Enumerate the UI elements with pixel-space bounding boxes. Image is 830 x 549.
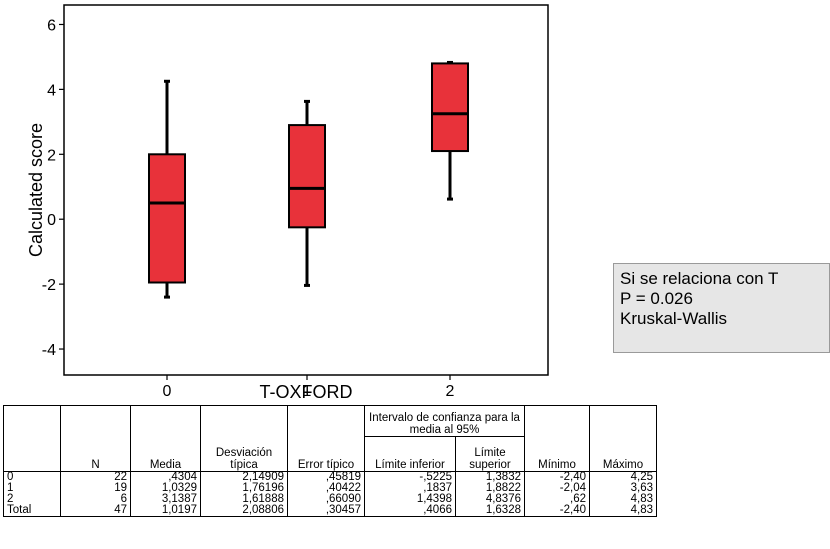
header-maximo: Máximo [589, 405, 657, 472]
header-limite-superior: Límite superior [455, 436, 525, 472]
y-tick-label: 6 [47, 17, 56, 34]
descriptive-stats-table: N Media Desviación típica Error típico I… [3, 405, 657, 517]
table-cell: 1,6328 [455, 504, 525, 517]
header-group-label [3, 405, 61, 472]
header-n: N [60, 405, 131, 472]
table-cell: 4,83 [589, 504, 657, 517]
note-line-3: Kruskal-Wallis [620, 309, 728, 328]
x-tick-label: 1 [303, 383, 312, 400]
y-tick-label: 0 [47, 212, 56, 229]
boxplot-chart: 6 4 2 0 -2 -4 0 1 2 Calculated score T-OXFORD [26, 4, 549, 402]
table-row: 0 22,4304 2,14909,45819 -,5225 1,3832 -2,40 4,… [3, 471, 657, 483]
x-axis-label: T-OXFORD [260, 382, 353, 402]
header-ci-group: Intervalo de confianza para la media al … [364, 405, 525, 437]
table-cell: -2,40 [524, 504, 590, 517]
table-row: 1 19 1,0329 1,76196,40422,1837 1,8822 -2,04 3,… [3, 482, 657, 494]
table-cell: 3,63 [589, 482, 657, 494]
box [288, 124, 326, 229]
box [148, 153, 186, 284]
note-line-2: P = 0.026 [620, 289, 693, 308]
header-limite-inferior: Límite inferior [364, 436, 456, 472]
header-error: Error típico [287, 405, 365, 472]
table-row: Total 47 1,0197 2,08806,30457,4066 1,6328 -2,… [3, 504, 657, 517]
y-tick-label: 2 [47, 147, 56, 164]
statistical-note: Si se relaciona con T P = 0.026 Kruskal-… [613, 263, 830, 353]
y-tick-label: -4 [42, 342, 56, 359]
row-label: Total [3, 504, 61, 517]
y-tick-label: 4 [47, 82, 56, 99]
box-group [148, 60, 469, 299]
x-axis: 0 1 2 [163, 375, 455, 400]
table-cell: 4,83 [589, 493, 657, 505]
y-axis: 6 4 2 0 -2 -4 [42, 17, 64, 359]
table-cell: ,4066 [364, 504, 456, 517]
y-axis-label: Calculated score [26, 123, 46, 257]
x-tick-label: 2 [446, 383, 455, 400]
table-cell: 2,08806 [200, 504, 288, 517]
table-cell: 19 [60, 482, 131, 494]
table-cell: 4,25 [589, 471, 657, 483]
header-minimo: Mínimo [524, 405, 590, 472]
table-cell: ,30457 [287, 504, 365, 517]
table-cell: 1,0197 [130, 504, 201, 517]
x-tick-label: 0 [163, 383, 172, 400]
table-body: 0 22,4304 2,14909,45819 -,5225 1,3832 -2,40 4,… [3, 471, 657, 517]
note-line-1: Si se relaciona con T [620, 269, 779, 288]
table-cell: 47 [60, 504, 131, 517]
y-tick-label: -2 [42, 277, 56, 294]
header-media: Media [130, 405, 201, 472]
box [431, 62, 469, 153]
table-row: 2 6 3,1387 1,61888,66090 1,4398 4,8376,62 4,83 [3, 493, 657, 505]
header-desviacion: Desviación típica [200, 405, 288, 472]
